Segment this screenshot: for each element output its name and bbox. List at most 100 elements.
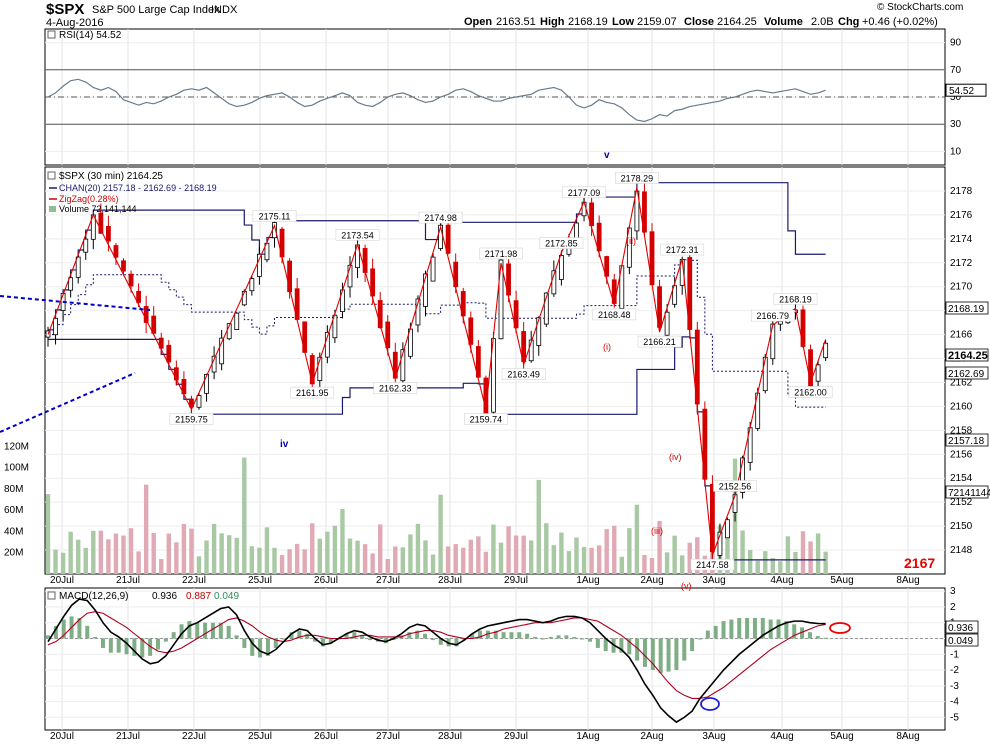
volume-bar [506,526,511,574]
x-axis-date-label: 25Jul [248,575,272,586]
macd-histogram-bar [737,617,742,639]
macd-histogram-bar [525,633,530,639]
volume-bar [159,559,164,574]
price-tick-label: 2166 [950,330,973,341]
macd-histogram-bar [368,638,373,641]
macd-histogram-bar [823,637,828,639]
volume-bar [438,494,443,574]
zigzag-label-box [750,309,795,322]
candle-body [672,285,678,305]
macd-histogram-bar [603,638,608,652]
volume-bar [211,523,217,574]
price-tick-label: 2170 [950,282,973,293]
volume-bar [91,530,96,574]
x-axis-date-label-macd: 1Aug [576,731,599,742]
macd-histogram-bar [800,627,805,639]
macd-histogram-bar [234,635,239,639]
zigzag-label: 2177.09 [568,188,601,198]
wave-labels: v iv (i) (ii) (iii) (iv) (v) [280,150,692,591]
wave-label-ii: (ii) [626,236,636,246]
volume-tick-label: 120M [4,441,29,452]
price-right-label-box [945,433,989,447]
macd-histogram-bar [344,633,349,639]
zigzag-label-box [788,386,833,398]
volume-bar [272,547,277,574]
volume-bar [385,559,390,574]
macd-histogram-bar [776,619,781,639]
volume-bar [604,529,609,574]
macd-legend-signal: 0.887 [186,591,211,602]
x-axis-date-label-macd: 21Jul [116,731,140,742]
macd-histogram-bar [533,636,538,639]
volume-bar [687,542,692,574]
x-axis-date-label: 5Aug [830,575,853,586]
macd-histogram-bar [792,624,797,639]
candle-body [460,291,466,317]
volume-bar [189,528,194,574]
volume-bar [196,556,202,574]
zigzag-label: 2171.98 [485,249,518,259]
candle-body [98,212,104,234]
volume-bar [627,528,632,574]
rsi-current-box [945,83,987,97]
macd-histogram-bar [77,617,82,639]
candle-body [234,312,240,330]
macd-histogram-bar [203,622,208,639]
zigzag-label-box [252,210,297,222]
macd-histogram-bar [650,638,655,671]
candle-body [770,323,776,360]
wave-label-i: (i) [603,342,611,352]
volume-bar [785,536,791,574]
x-axis-date-label: 20Jul [50,575,74,586]
volume-bar [53,549,58,574]
volume-bar [642,555,647,574]
price-right-label: 2157.18 [948,436,985,447]
close-value: 2164.25 [717,16,757,28]
volume-bar [219,533,224,574]
candle-body [158,337,164,349]
price-tick-label: 2174 [950,234,973,245]
volume-bar [808,541,813,574]
candle-body [634,190,640,232]
volume-bar [498,542,504,574]
x-axis-date-label: 28Jul [438,575,462,586]
volume-bar [257,547,262,574]
zigzag-legend: ZigZag(0.28%) [59,194,119,204]
macd-tick-label: -1 [950,649,959,660]
macd-histogram-bar [407,632,412,639]
macd-histogram-bar [548,636,553,639]
macd-histogram-bar [352,632,357,639]
macd-legend-hist: 0.049 [214,591,239,602]
volume-bar [302,549,307,574]
candle-body [83,238,89,253]
candle-body [430,256,436,282]
candle-body [777,320,783,325]
low-value: 2159.07 [637,16,677,28]
zigzag-line [47,187,827,556]
macd-legend-box [47,591,56,600]
volume-bar [174,542,179,574]
candle-body [128,273,134,287]
macd-histogram-bar [642,638,647,667]
macd-histogram-bar [61,619,66,639]
volume-bar [566,551,572,574]
price-tick-label: 2172 [950,258,973,269]
high-label: High [540,16,565,28]
volume-bar [136,551,141,574]
macd-histogram-bar [438,638,443,645]
volume-bar [619,556,624,574]
rsi-tick-label: 70 [950,65,962,76]
rsi-current-label: 54.52 [949,86,974,97]
macd-histogram-bar [682,638,687,661]
macd-histogram-bar [218,622,223,639]
zigzag-label-box [690,558,735,571]
volume-bar [461,547,466,574]
volume-bar [672,535,677,574]
zigzag-label-box [373,382,418,394]
zigzag-label-box [479,247,523,260]
candle-body [256,253,262,277]
volume-bar [121,535,126,574]
volume-bar [143,484,149,574]
wave-label-iv-minor: (iv) [669,452,682,462]
